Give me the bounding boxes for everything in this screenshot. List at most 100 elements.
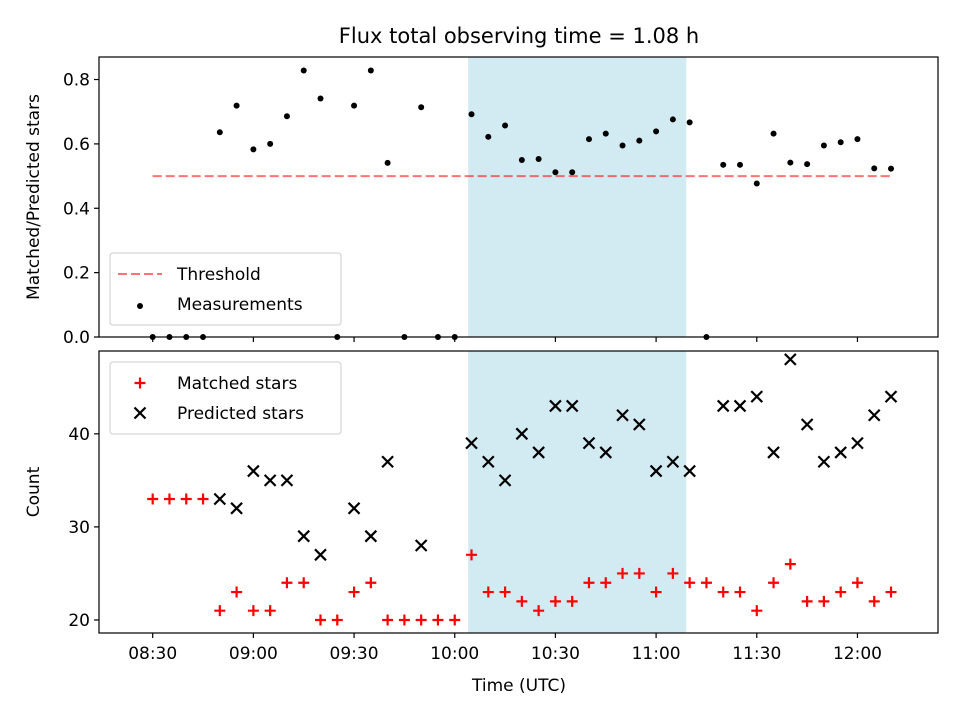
chart-title: Flux total observing time = 1.08 h <box>339 24 699 48</box>
measurement-point <box>837 139 844 146</box>
x-tick-label: 10:30 <box>531 644 580 664</box>
predicted-star-point <box>800 418 814 431</box>
measurement-point <box>250 146 257 153</box>
matched-star-point <box>617 567 629 579</box>
measurement-point <box>569 169 576 176</box>
matched-star-point <box>851 577 863 589</box>
y-tick-label: 30 <box>68 518 90 538</box>
matched-star-point <box>247 605 259 617</box>
matched-star-point <box>734 586 746 598</box>
measurement-point <box>485 133 492 140</box>
y-tick-label: 0.4 <box>63 199 90 219</box>
y-tick-label: 0.8 <box>63 71 90 91</box>
predicted-star-point <box>733 399 747 413</box>
matched-star-point <box>331 614 343 626</box>
measurement-point <box>753 180 760 187</box>
predicted-star-point <box>247 464 260 478</box>
matched-star-point <box>264 605 276 617</box>
matched-star-point <box>566 595 578 607</box>
x-axis-label: Time (UTC) <box>471 676 566 696</box>
predicted-star-point <box>263 474 277 487</box>
predicted-star-point <box>515 427 529 441</box>
matched-star-point <box>885 586 897 598</box>
matched-star-point <box>600 577 612 589</box>
matched-star-point <box>784 558 796 570</box>
matched-star-point <box>298 577 310 589</box>
measurement-point <box>216 129 223 136</box>
measurement-point <box>502 122 509 129</box>
legend-box <box>109 361 342 435</box>
predicted-star-point <box>649 464 663 478</box>
matched-star-point <box>835 586 847 598</box>
predicted-star-point <box>280 474 294 487</box>
predicted-star-point <box>498 474 512 487</box>
matched-star-point <box>466 549 478 561</box>
measurement-point <box>686 119 693 126</box>
legend-label: Predicted stars <box>177 404 304 424</box>
x-tick-label: 10:00 <box>430 644 479 664</box>
legend-label: Threshold <box>176 265 261 285</box>
matched-star-point <box>163 493 175 505</box>
x-tick-label: 09:00 <box>229 644 278 664</box>
measurement-point <box>888 165 895 172</box>
matched-star-point <box>818 595 830 607</box>
matched-star-point <box>667 567 679 579</box>
matched-star-point <box>231 586 243 598</box>
x-tick-label: 09:30 <box>330 644 379 664</box>
predicted-star-point <box>817 455 831 469</box>
measurement-point <box>233 102 240 109</box>
matched-star-point <box>214 605 226 617</box>
matched-star-point <box>348 586 360 598</box>
ratio-panel: 0.0 0.2 0.4 0.6 0.8 Matched/Predicted stars Th… <box>24 56 939 348</box>
measurement-point <box>720 161 727 168</box>
matched-star-point <box>482 586 494 598</box>
measurement-point <box>317 95 324 102</box>
predicted-star-point <box>532 446 545 459</box>
predicted-star-point <box>582 436 596 450</box>
predicted-star-point <box>465 436 478 450</box>
matched-star-point <box>717 586 729 598</box>
measurement-point <box>602 130 609 137</box>
measurement-point <box>820 142 827 149</box>
y-tick-label: 40 <box>68 425 90 445</box>
y-tick-label: 0.6 <box>63 135 90 155</box>
legend-label: Matched stars <box>177 374 297 394</box>
observing-window-span <box>468 351 687 633</box>
measurement-point <box>351 102 358 109</box>
measurement-point <box>418 104 425 111</box>
matched-star-point <box>549 595 561 607</box>
measurement-point <box>804 161 811 168</box>
x-tick-label: 08:30 <box>128 644 177 664</box>
matched-star-point <box>398 614 410 626</box>
y-tick-label: 0.2 <box>63 264 90 284</box>
observing-window-span <box>468 57 687 337</box>
measurement-point <box>552 169 559 176</box>
measurement-point <box>585 136 592 143</box>
matched-star-point <box>314 614 326 626</box>
predicted-star-point <box>297 529 310 543</box>
legend-matched-swatch <box>134 377 146 389</box>
matched-star-point <box>415 614 427 626</box>
matched-star-point <box>533 605 545 617</box>
measurement-point <box>871 165 878 172</box>
predicted-star-point <box>616 408 629 422</box>
matched-star-point <box>751 605 763 617</box>
matched-star-point <box>432 614 444 626</box>
matched-star-point <box>147 493 159 505</box>
legend: Threshold Measurements <box>109 252 342 326</box>
predicted-star-point <box>565 399 579 413</box>
x-tick-label: 11:30 <box>732 644 781 664</box>
matched-star-point <box>197 493 209 505</box>
predicted-star-point <box>633 418 646 431</box>
measurement-point <box>669 116 676 123</box>
predicted-star-point <box>482 455 495 469</box>
measurement-point <box>854 136 861 143</box>
matched-star-point <box>449 614 461 626</box>
y-axis-label: Count <box>24 466 44 517</box>
measurement-point <box>653 128 660 135</box>
predicted-star-point <box>230 502 243 515</box>
matched-star-point <box>499 586 511 598</box>
measurement-point <box>787 159 794 166</box>
y-axis-label: Matched/Predicted stars <box>24 94 44 300</box>
